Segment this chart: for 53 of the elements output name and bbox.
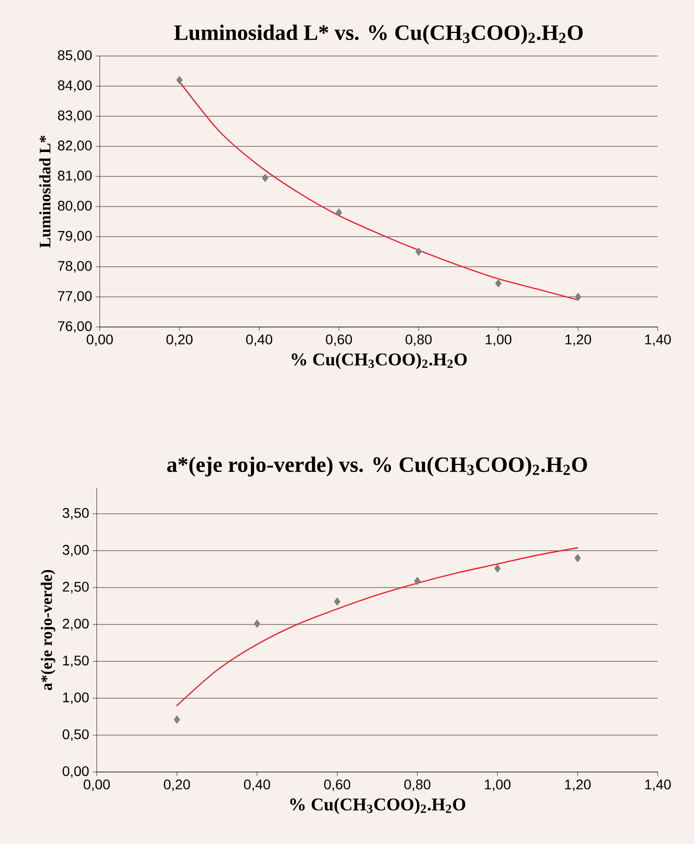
y-tick-label: 2,50 bbox=[62, 582, 89, 594]
chart-title: Luminosidad L* vs. % Cu(CH$_{3}$COO)$_{2}$.H$_{2}$O bbox=[174, 24, 583, 45]
point bbox=[494, 564, 501, 573]
point bbox=[416, 248, 422, 256]
x-tick-label: 0,00 bbox=[86, 334, 113, 346]
y-tick-label: 81,00 bbox=[58, 170, 92, 182]
y-tick-label: 3,50 bbox=[62, 508, 89, 520]
y-axis-title: Luminosidad L* bbox=[39, 136, 51, 248]
x-tick-label: 0,60 bbox=[326, 334, 352, 346]
point bbox=[176, 76, 183, 84]
x-tick-label: 0,40 bbox=[244, 780, 270, 792]
point bbox=[174, 715, 180, 724]
y-axis-title: a*(eje rojo-verde) bbox=[40, 570, 56, 690]
point bbox=[334, 597, 341, 606]
point bbox=[262, 174, 268, 182]
x-axis-title: % Cu(CH$_{3}$COO)$_{2}$.H$_{2}$O bbox=[290, 798, 466, 814]
line-series bbox=[176, 547, 578, 706]
x-tick-label: 1,00 bbox=[486, 334, 512, 346]
y-tick-label: 78,00 bbox=[58, 261, 92, 273]
x-tick-label: 0,00 bbox=[84, 780, 110, 792]
y-tick-label: 1,00 bbox=[63, 692, 89, 704]
x-tick-label: 1,20 bbox=[565, 780, 591, 792]
x-tick-label: 1,00 bbox=[485, 780, 511, 792]
x-tick-label: 0,40 bbox=[246, 334, 272, 346]
point bbox=[414, 576, 421, 586]
y-tick-label: 1,50 bbox=[63, 656, 89, 668]
x-tick-label: 1,20 bbox=[566, 334, 592, 346]
y-tick-label: 76,00 bbox=[58, 321, 92, 333]
point bbox=[254, 620, 260, 628]
point bbox=[574, 554, 581, 562]
y-tick-label: 0,00 bbox=[62, 766, 89, 778]
y-tick-label: 2,00 bbox=[62, 618, 89, 630]
x-tick-label: 0,60 bbox=[324, 780, 350, 792]
point bbox=[574, 292, 582, 302]
y-tick-label: 3,00 bbox=[62, 544, 89, 556]
x-axis-title: % Cu(CH$_{3}$COO)$_{2}$.H$_{2}$O bbox=[292, 352, 467, 370]
x-tick-label: 0,80 bbox=[404, 780, 430, 792]
y-tick-label: 80,00 bbox=[58, 200, 92, 212]
y-tick-label: 84,00 bbox=[58, 80, 92, 92]
y-tick-label: 77,00 bbox=[58, 291, 92, 303]
x-tick-label: 0,80 bbox=[406, 334, 432, 346]
y-tick-label: 85,00 bbox=[58, 50, 92, 62]
x-tick-label: 0,20 bbox=[166, 334, 193, 346]
point bbox=[495, 279, 502, 288]
x-tick-label: 1,40 bbox=[645, 334, 671, 346]
y-tick-label: 79,00 bbox=[58, 230, 92, 242]
y-tick-label: 82,00 bbox=[58, 140, 92, 152]
y-tick-label: 83,00 bbox=[58, 110, 92, 122]
x-tick-label: 1,40 bbox=[645, 780, 671, 792]
chart-title: a*(eje rojo-verde) vs. % Cu(CH$_{3}$COO)$_{2}$.H$_{2}$O bbox=[167, 456, 588, 477]
point bbox=[336, 208, 342, 217]
x-tick-label: 0,20 bbox=[164, 780, 190, 792]
y-tick-label: 0,50 bbox=[62, 729, 89, 741]
